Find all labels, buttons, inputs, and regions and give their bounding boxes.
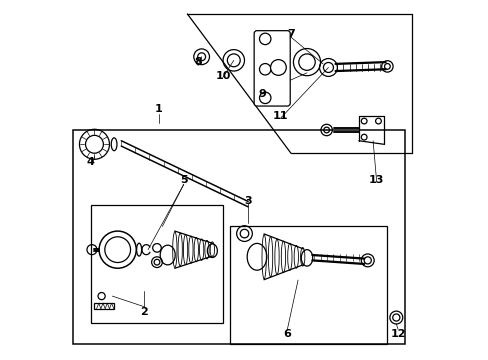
Circle shape bbox=[270, 60, 285, 75]
Text: 9: 9 bbox=[258, 89, 266, 99]
Bar bbox=[73, 130, 405, 344]
Text: 11: 11 bbox=[272, 111, 287, 121]
Text: 13: 13 bbox=[368, 175, 384, 185]
Text: 1: 1 bbox=[155, 104, 163, 113]
Text: 12: 12 bbox=[389, 329, 405, 339]
Text: 4: 4 bbox=[87, 157, 95, 167]
Text: 10: 10 bbox=[215, 71, 230, 81]
Text: 6: 6 bbox=[283, 329, 291, 339]
Text: 5: 5 bbox=[180, 175, 187, 185]
Bar bbox=[94, 303, 114, 309]
Circle shape bbox=[259, 33, 270, 45]
Text: 8: 8 bbox=[194, 57, 202, 67]
Bar bbox=[230, 226, 386, 344]
Circle shape bbox=[259, 92, 270, 104]
Bar bbox=[91, 205, 223, 323]
Circle shape bbox=[259, 64, 270, 75]
FancyBboxPatch shape bbox=[254, 31, 290, 106]
Text: 2: 2 bbox=[141, 307, 148, 317]
Text: 3: 3 bbox=[244, 197, 251, 206]
Text: 7: 7 bbox=[286, 28, 294, 39]
